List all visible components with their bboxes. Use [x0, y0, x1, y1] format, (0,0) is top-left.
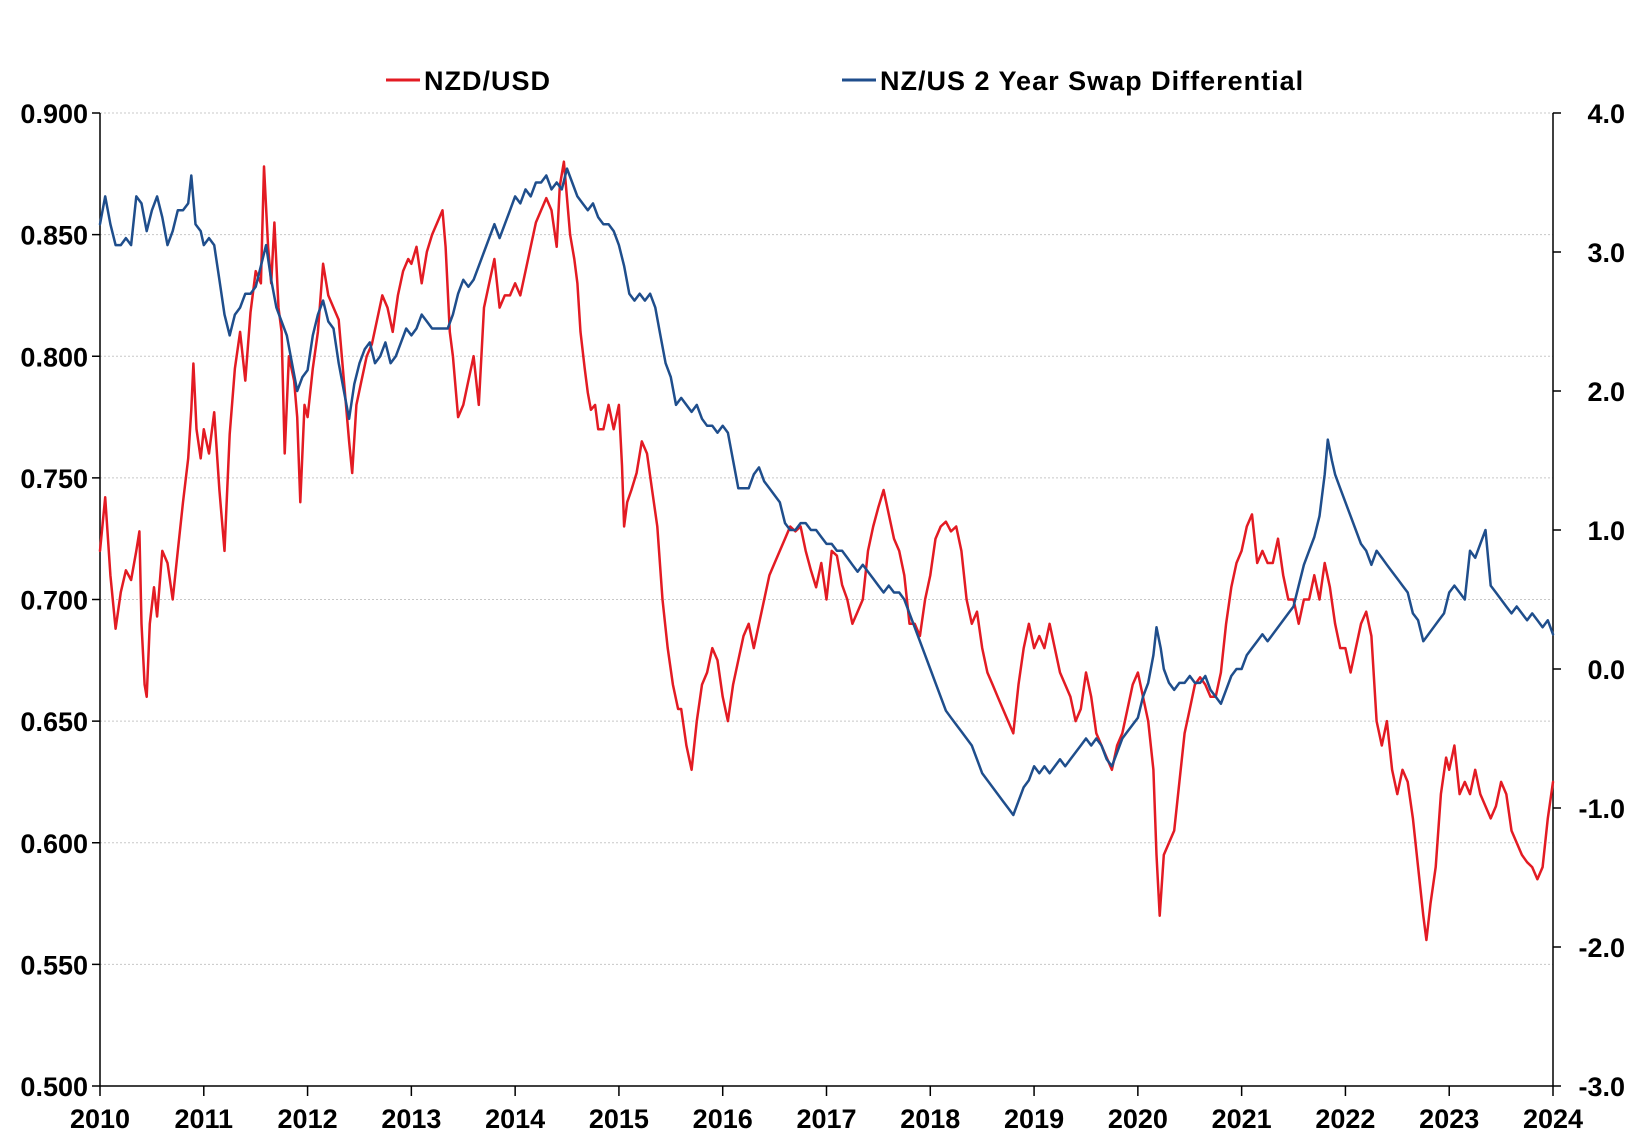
y-right-tick-label: 4.0: [1587, 99, 1625, 129]
x-tick-label: 2016: [693, 1104, 753, 1134]
legend-label-swap-differential: NZ/US 2 Year Swap Differential: [880, 66, 1304, 96]
x-tick-label: 2021: [1212, 1104, 1272, 1134]
y-left-tick-label: 0.750: [20, 464, 88, 494]
y-right-tick-label: 0.0: [1587, 655, 1625, 685]
y-right-tick-label: -1.0: [1578, 794, 1625, 824]
y-left-tick-label: 0.500: [20, 1072, 88, 1102]
x-tick-label: 2019: [1004, 1104, 1064, 1134]
x-tick-label: 2014: [485, 1104, 545, 1134]
x-tick-label: 2012: [278, 1104, 338, 1134]
y-left-tick-label: 0.900: [20, 99, 88, 129]
x-tick-label: 2023: [1419, 1104, 1479, 1134]
y-right-tick-label: 2.0: [1587, 377, 1625, 407]
series-lines: [98, 160, 1555, 942]
legend-label-nzdusd: NZD/USD: [424, 66, 551, 96]
axes: 0.500 0.550 0.600 0.650 0.700 0.750 0.800 0.850…: [20, 99, 1625, 1134]
x-tick-label: 2018: [900, 1104, 960, 1134]
series-line-nzdusd: [98, 160, 1555, 942]
gridlines: [100, 112, 1553, 965]
y-right-tick-label: 1.0: [1587, 516, 1625, 546]
y-left-tick-label: 0.550: [20, 950, 88, 980]
x-tick-label: 2020: [1108, 1104, 1168, 1134]
y-left-tick-label: 0.800: [20, 342, 88, 372]
x-tick-label: 2022: [1315, 1104, 1375, 1134]
y-right-tick-label: 3.0: [1587, 238, 1625, 268]
x-tick-label: 2015: [589, 1104, 649, 1134]
y-right-tick-label: -2.0: [1578, 933, 1625, 963]
y-left-tick-label: 0.650: [20, 707, 88, 737]
x-tick-label: 2013: [381, 1104, 441, 1134]
x-tick-label: 2024: [1523, 1104, 1583, 1134]
series-line-swap-differential: [98, 167, 1555, 817]
y-left-tick-label: 0.600: [20, 829, 88, 859]
y-right-tick-label: -3.0: [1578, 1072, 1625, 1102]
x-tick-label: 2017: [796, 1104, 856, 1134]
y-left-tick-label: 0.850: [20, 221, 88, 251]
y-left-tick-label: 0.700: [20, 586, 88, 616]
legend: NZD/USD NZ/US 2 Year Swap Differential: [386, 66, 1304, 96]
x-tick-label: 2011: [174, 1104, 233, 1134]
x-tick-label: 2010: [70, 1104, 130, 1134]
